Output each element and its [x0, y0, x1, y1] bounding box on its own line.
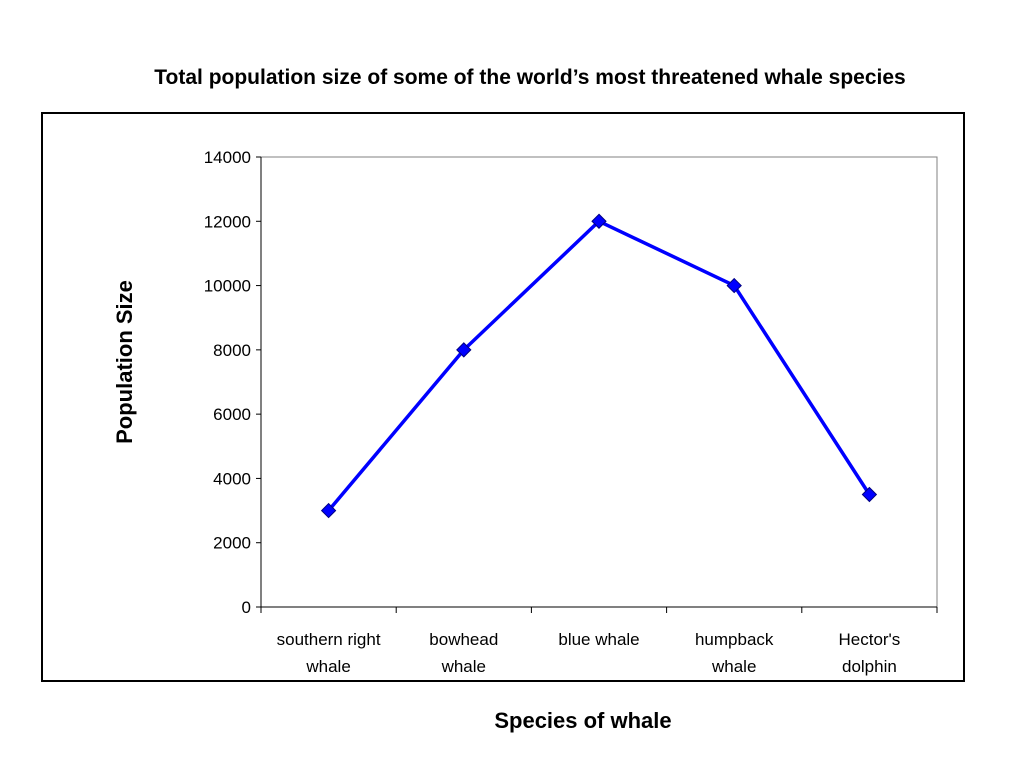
- x-category-label: blue whale: [558, 630, 639, 649]
- x-category-label: southern right whale: [277, 630, 381, 676]
- y-tick-label: 14000: [204, 148, 251, 167]
- data-point-marker: [861, 486, 878, 503]
- y-tick-label: 8000: [213, 341, 251, 360]
- chart-frame: [41, 112, 965, 682]
- x-axis-title: Species of whale: [494, 708, 672, 733]
- data-point-marker: [726, 277, 742, 294]
- y-axis: 0 2000 4000 6000 8000 10000 12000 14000: [204, 148, 262, 617]
- y-tick-label: 10000: [204, 277, 251, 296]
- x-category-label-line: blue whale: [558, 630, 639, 649]
- series-layer: [320, 213, 878, 519]
- x-category-label-line: whale: [441, 657, 486, 676]
- y-tick-label: 2000: [213, 534, 251, 553]
- x-category-label-line: whale: [305, 657, 350, 676]
- x-category-label-line: southern right: [277, 630, 381, 649]
- plot-area: [260, 156, 938, 608]
- x-category-label-line: bowhead: [429, 630, 498, 649]
- y-tick-label: 0: [242, 598, 251, 617]
- x-category-label: Hector's dolphin: [838, 630, 900, 676]
- x-axis: southern right whale bowhead whale blue whal…: [260, 606, 938, 676]
- x-category-label-line: humpback: [695, 630, 774, 649]
- x-category-label-line: dolphin: [842, 657, 897, 676]
- y-tick-label: 12000: [204, 212, 251, 231]
- x-category-label-line: whale: [711, 657, 756, 676]
- y-tick-label: 6000: [213, 405, 251, 424]
- x-category-label: bowhead whale: [429, 630, 498, 676]
- x-category-label-line: Hector's: [838, 630, 900, 649]
- data-point-marker: [591, 213, 607, 229]
- chart-title: Total population size of some of the wor…: [154, 66, 906, 89]
- y-tick-label: 4000: [213, 469, 251, 488]
- data-point-marker: [320, 502, 337, 519]
- data-point-marker: [456, 342, 472, 358]
- x-category-label: humpback whale: [695, 630, 774, 676]
- y-axis-title: Population Size: [112, 280, 137, 444]
